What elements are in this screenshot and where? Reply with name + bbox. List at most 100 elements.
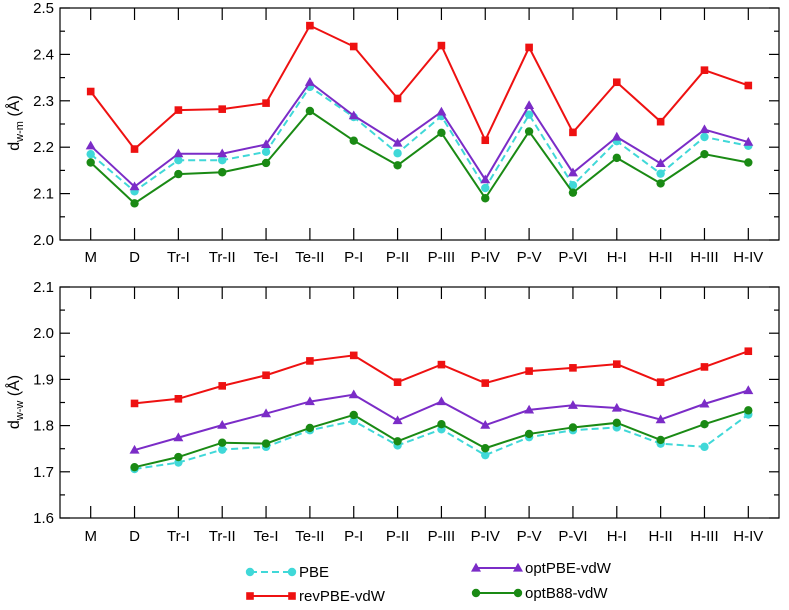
data-point-optb88-vdw — [305, 106, 315, 116]
data-point-revpbe-vdw — [306, 357, 314, 365]
panel-top-chart: 2.0 2.1 2.2 2.3 2.4 2.5 M D Tr-I Tr-II Te-I Te-II P-… — [4, 0, 780, 266]
data-point-optb88-vdw — [305, 423, 315, 433]
data-point-pbe — [524, 110, 534, 119]
data-point-optpbe-vdw — [304, 77, 315, 86]
data-point-optb88-vdw — [261, 158, 271, 168]
x-tick-label-h-ii: H-II — [649, 528, 673, 545]
legend-marker — [513, 562, 523, 572]
series-line-optpbe-vdw — [90, 80, 749, 188]
data-point-optb88-vdw — [524, 127, 534, 136]
data-point-optpbe-vdw — [567, 400, 578, 409]
data-point-pbe — [86, 149, 95, 159]
y-tick-label: 1.9 — [33, 371, 54, 388]
data-point-optb88-vdw — [218, 168, 227, 177]
data-point-optpbe-vdw — [392, 415, 403, 425]
legend-label: PBE — [299, 564, 329, 581]
data-point-optpbe-vdw — [85, 140, 96, 150]
plot-frame — [59, 7, 780, 241]
data-point-pbe — [261, 147, 271, 157]
data-point-pbe — [393, 149, 402, 158]
x-tick-label-p-vi: P-VI — [558, 528, 587, 545]
data-point-optpbe-vdw — [348, 389, 359, 399]
data-point-optb88-vdw — [437, 128, 446, 138]
x-tick-label-m: M — [84, 528, 97, 545]
series-optpbe-vdw — [85, 77, 754, 191]
data-point-optb88-vdw — [86, 158, 95, 167]
data-point-optpbe-vdw — [436, 106, 447, 116]
data-point-optb88-vdw — [393, 161, 402, 170]
data-point-optpbe-vdw — [699, 124, 710, 134]
y-tick-label: 2.3 — [33, 93, 54, 110]
data-point-revpbe-vdw — [130, 399, 139, 408]
data-point-optb88-vdw — [744, 158, 753, 167]
data-point-optpbe-vdw — [611, 402, 622, 412]
x-tick-label-tr-ii: Tr-II — [209, 528, 236, 545]
data-point-optb88-vdw — [437, 420, 446, 429]
x-tick-label-p-i: P-I — [344, 528, 363, 545]
data-point-optpbe-vdw — [392, 137, 403, 147]
data-point-optb88-vdw — [349, 410, 358, 420]
x-tick-label-p-iv: P-IV — [471, 528, 500, 545]
x-tick-label-p-iii: P-III — [428, 249, 456, 266]
legend-marker — [245, 567, 255, 577]
data-point-optpbe-vdw — [480, 419, 491, 429]
data-point-optb88-vdw — [174, 452, 183, 462]
y-tick-label: 2.5 — [33, 0, 54, 17]
x-tick-label-tr-ii: Tr-II — [209, 249, 236, 266]
legend-marker — [288, 592, 296, 600]
legend-item-optb88-vdw: optB88-vdW — [471, 585, 608, 602]
y-tick-label: 2.0 — [33, 232, 54, 249]
data-point-revpbe-vdw — [306, 21, 314, 30]
data-point-optb88-vdw — [612, 418, 621, 428]
y-tick-label: 2.2 — [33, 139, 54, 156]
data-point-optpbe-vdw — [611, 131, 622, 141]
data-point-optb88-vdw — [700, 149, 709, 159]
legend-marker — [471, 562, 481, 572]
x-tick-label-tr-i: Tr-I — [167, 528, 190, 545]
data-point-revpbe-vdw — [481, 379, 490, 387]
data-point-pbe — [349, 416, 358, 426]
legend-item-optpbe-vdw: optPBE-vdW — [471, 560, 612, 577]
series-line-optb88-vdw — [90, 109, 749, 205]
data-point-optb88-vdw — [393, 437, 402, 446]
data-point-optpbe-vdw — [261, 139, 272, 149]
x-tick-label-te-ii: Te-II — [295, 528, 324, 545]
legend-label: revPBE-vdW — [299, 588, 386, 605]
data-point-optpbe-vdw — [261, 408, 272, 418]
series-pbe — [86, 82, 753, 196]
data-point-revpbe-vdw — [656, 117, 665, 126]
y-tick-label: 1.6 — [33, 510, 54, 527]
y-tick-label: 1.7 — [33, 464, 54, 481]
data-point-optb88-vdw — [568, 423, 578, 432]
x-tick-label-h-iii: H-III — [690, 249, 718, 266]
data-point-optpbe-vdw — [348, 110, 359, 120]
data-point-optb88-vdw — [349, 136, 358, 145]
data-point-optpbe-vdw — [129, 444, 140, 454]
legend-marker — [513, 588, 523, 598]
x-tick-label-p-ii: P-II — [386, 249, 409, 266]
plot-frame — [59, 286, 780, 519]
legend-label: optB88-vdW — [525, 585, 608, 602]
data-point-optpbe-vdw — [217, 419, 228, 429]
data-point-revpbe-vdw — [612, 78, 621, 87]
data-point-optpbe-vdw — [304, 396, 315, 406]
data-point-revpbe-vdw — [393, 94, 402, 103]
data-point-pbe — [568, 181, 578, 190]
data-point-optb88-vdw — [481, 444, 490, 453]
y-axis-title: dw-m (Å) — [4, 95, 26, 150]
legend-item-revpbe-vdw: revPBE-vdW — [246, 588, 386, 605]
x-tick-label-h-ii: H-II — [649, 249, 673, 266]
data-point-pbe — [700, 132, 709, 142]
legend-marker — [287, 567, 297, 577]
y-tick-label: 2.1 — [33, 186, 54, 203]
data-point-pbe — [174, 155, 183, 165]
x-tick-label-h-i: H-I — [607, 249, 627, 266]
data-point-optpbe-vdw — [655, 158, 666, 168]
data-point-revpbe-vdw — [700, 66, 709, 74]
data-point-pbe — [481, 183, 490, 193]
data-point-revpbe-vdw — [744, 81, 753, 90]
data-point-revpbe-vdw — [525, 367, 533, 375]
data-point-optpbe-vdw — [173, 148, 184, 158]
data-point-revpbe-vdw — [569, 364, 577, 372]
data-point-pbe — [481, 450, 490, 460]
